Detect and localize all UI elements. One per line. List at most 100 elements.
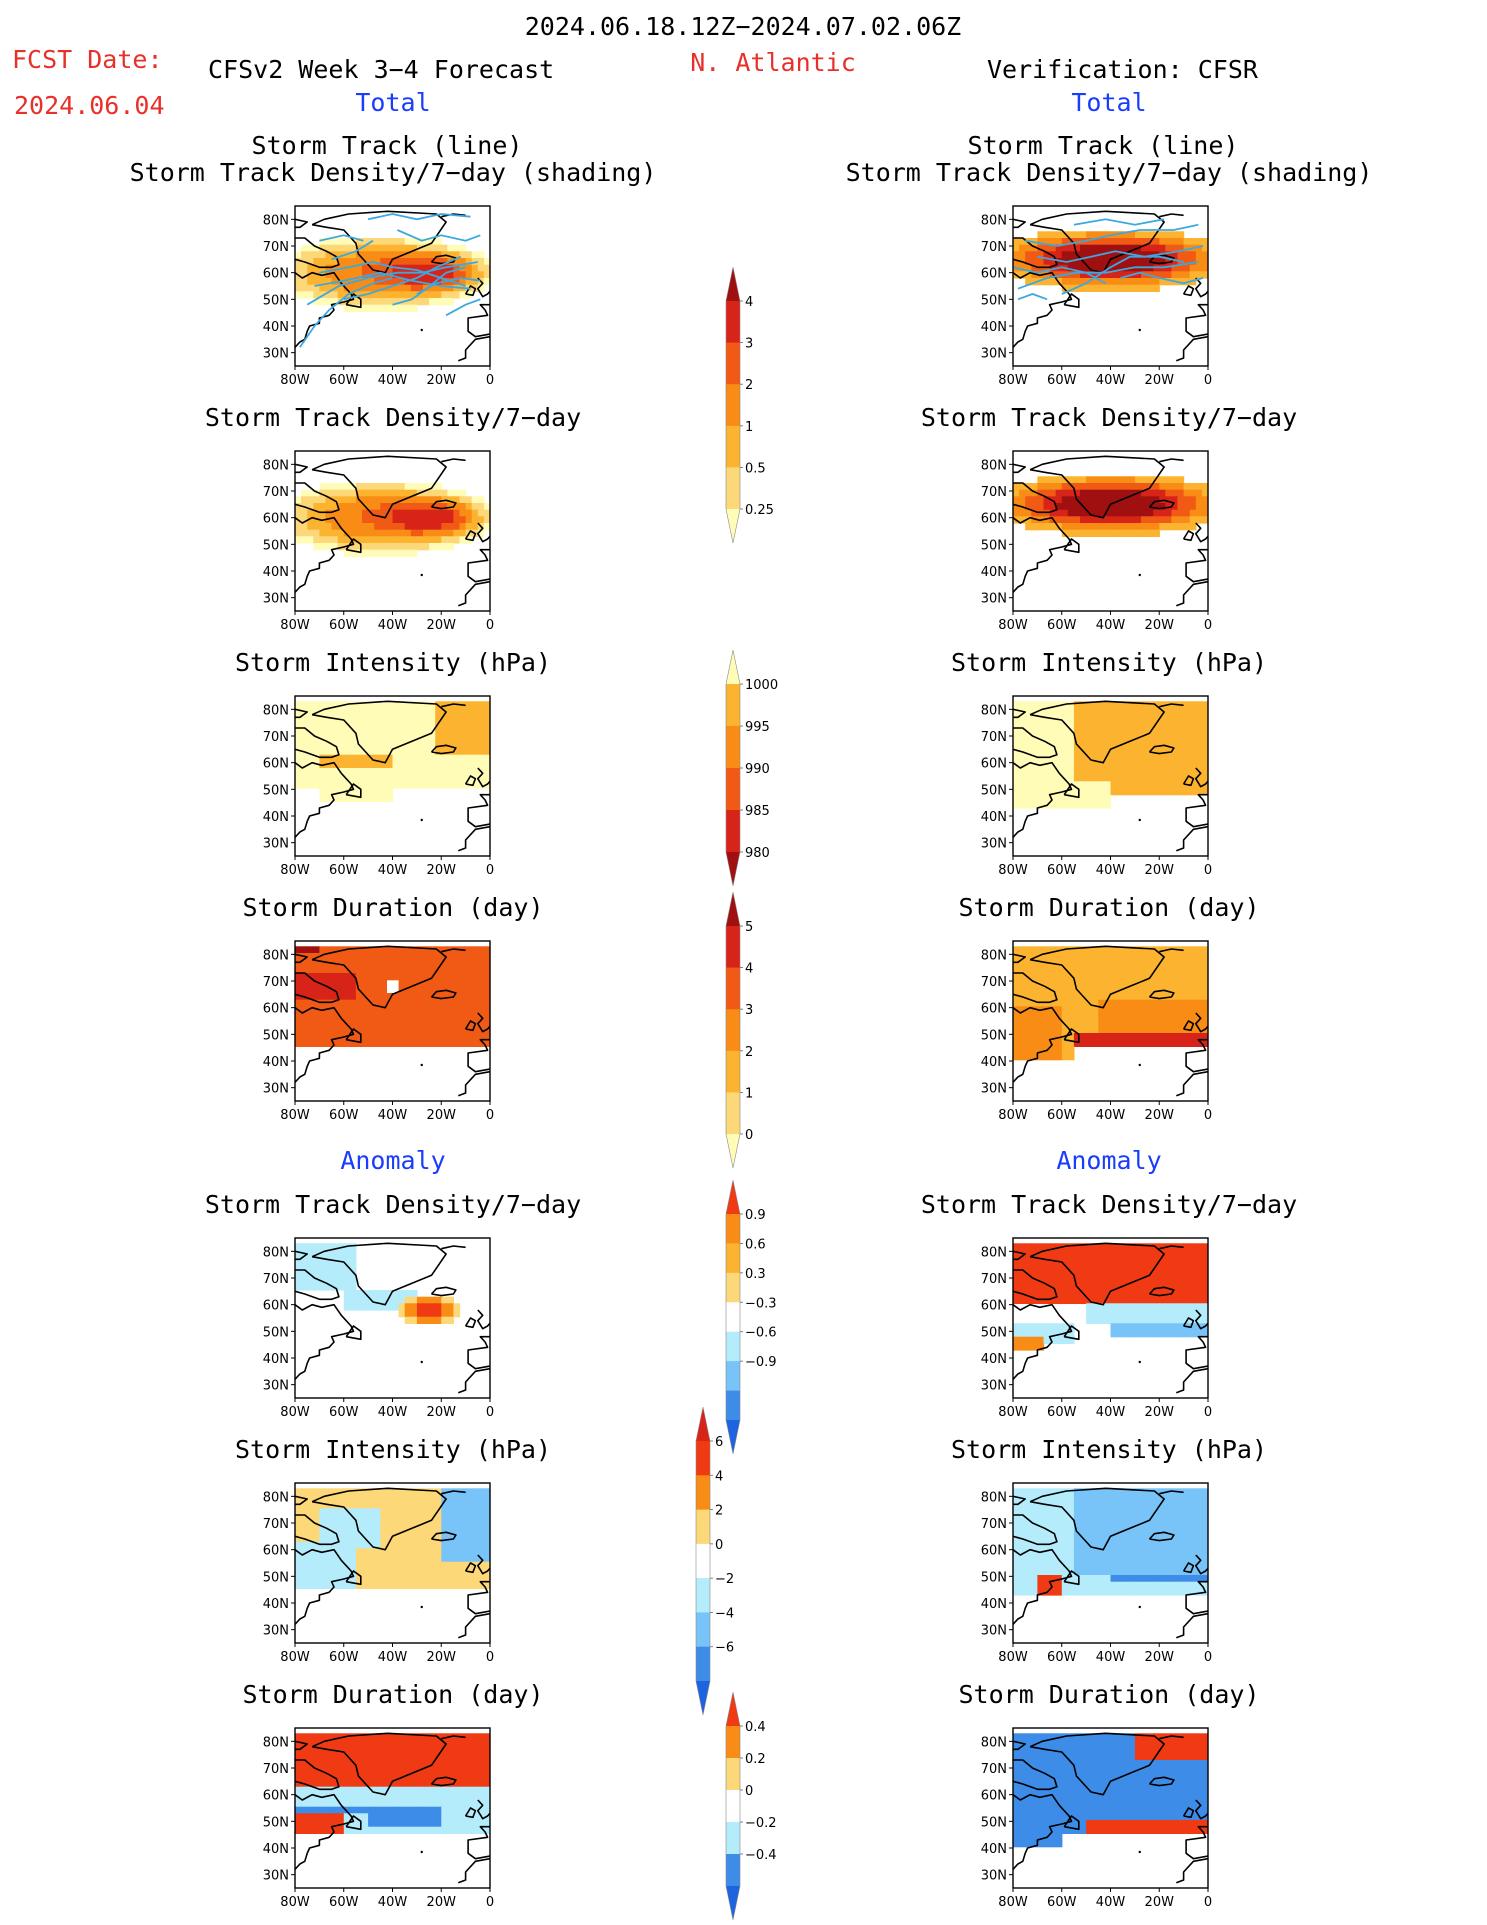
- field-cell: [301, 1033, 308, 1041]
- field-cell: [319, 529, 327, 537]
- field-cell: [331, 1806, 339, 1814]
- field-cell: [1073, 1296, 1081, 1304]
- field-cell: [392, 516, 400, 524]
- field-cell: [1086, 774, 1093, 782]
- field-cell: [343, 734, 351, 742]
- field-cell: [1043, 953, 1051, 961]
- field-cell: [1153, 1250, 1160, 1258]
- field-cell: [1110, 761, 1118, 769]
- field-cell: [410, 1508, 418, 1516]
- field-cell: [1134, 946, 1142, 954]
- field-cell: [1128, 979, 1136, 987]
- field-cell: [1171, 741, 1179, 749]
- field-cell: [459, 734, 467, 742]
- field-cell: [343, 999, 351, 1007]
- field-cell: [386, 509, 394, 517]
- field-cell: [416, 986, 424, 994]
- field-cell: [1073, 489, 1081, 497]
- field-cell: [416, 1820, 424, 1828]
- field-cell: [1055, 801, 1063, 809]
- field-cell: [1110, 516, 1118, 524]
- panel-title-density-left: Storm Track Density/7−day: [204, 403, 582, 432]
- field-cell: [380, 1806, 387, 1814]
- field-cell: [1141, 489, 1148, 497]
- field-cell: [380, 264, 387, 272]
- field-cell: [1116, 489, 1124, 497]
- field-cell: [1086, 1039, 1093, 1047]
- field-cell: [343, 1806, 351, 1814]
- field-cell: [441, 1316, 448, 1324]
- field-cell: [349, 774, 357, 782]
- field-cell: [1019, 1053, 1026, 1061]
- lat-tick-label: 30N: [263, 837, 289, 852]
- field-cell: [1195, 489, 1203, 497]
- field-cell: [447, 529, 454, 537]
- field-cell: [429, 516, 436, 524]
- field-cell: [416, 1310, 424, 1318]
- field-cell: [416, 748, 424, 756]
- field-cell: [416, 1501, 424, 1509]
- field-cell: [1189, 516, 1197, 524]
- field-cell: [319, 1780, 327, 1788]
- field-cell: [1031, 701, 1038, 709]
- field-cell: [343, 503, 351, 511]
- field-cell: [386, 529, 394, 537]
- field-cell: [1147, 721, 1154, 729]
- field-cell: [1134, 516, 1142, 524]
- field-cell: [404, 1746, 412, 1754]
- field-cell: [1067, 271, 1075, 279]
- field-cell: [1086, 781, 1093, 789]
- field-cell: [325, 291, 333, 299]
- field-cell: [477, 1575, 485, 1583]
- field-cell: [477, 1753, 485, 1761]
- field-cell: [349, 1488, 357, 1496]
- field-cell: [1080, 1250, 1087, 1258]
- field-cell: [1141, 701, 1148, 709]
- field-cell: [429, 721, 436, 729]
- field-cell: [1122, 251, 1130, 259]
- field-cell: [459, 721, 467, 729]
- field-cell: [1092, 953, 1099, 961]
- field-cell: [465, 503, 473, 511]
- field-cell: [1031, 761, 1038, 769]
- field-cell: [410, 523, 418, 531]
- field-cell: [1092, 979, 1099, 987]
- field-cell: [1128, 509, 1136, 517]
- field-cell: [1013, 258, 1020, 266]
- field-cell: [453, 1786, 461, 1794]
- field-cell: [1067, 1270, 1075, 1278]
- field-cell: [1086, 959, 1093, 967]
- field-cell: [325, 993, 333, 1001]
- field-cell: [1104, 714, 1112, 722]
- field-cell: [471, 1773, 479, 1781]
- field-cell: [1055, 1535, 1063, 1543]
- field-cell: [343, 1515, 351, 1523]
- field-cell: [392, 708, 400, 716]
- field-cell: [362, 946, 369, 954]
- field-cell: [423, 1013, 430, 1021]
- field-cell: [447, 1760, 454, 1768]
- field-cell: [1116, 238, 1124, 246]
- field-cell: [380, 543, 387, 551]
- field-cell: [301, 1766, 308, 1774]
- lat-tick-label: 50N: [263, 293, 289, 308]
- field-cell: [1153, 264, 1160, 272]
- field-cell: [368, 251, 375, 259]
- field-cell: [477, 1561, 485, 1569]
- lon-tick-label: 40W: [1096, 1405, 1126, 1420]
- field-cell: [343, 238, 351, 246]
- field-cell: [1067, 993, 1075, 1001]
- field-cell: [1025, 1250, 1032, 1258]
- field-cell: [1098, 1488, 1105, 1496]
- field-cell: [392, 496, 400, 504]
- field-cell: [410, 1290, 418, 1298]
- field-cell: [404, 1296, 412, 1304]
- field-cell: [331, 529, 339, 537]
- field-cell: [1116, 721, 1124, 729]
- field-cell: [343, 1283, 351, 1291]
- field-cell: [1031, 993, 1038, 1001]
- field-cell: [368, 708, 375, 716]
- field-cell: [435, 1561, 442, 1569]
- field-cell: [1110, 1270, 1118, 1278]
